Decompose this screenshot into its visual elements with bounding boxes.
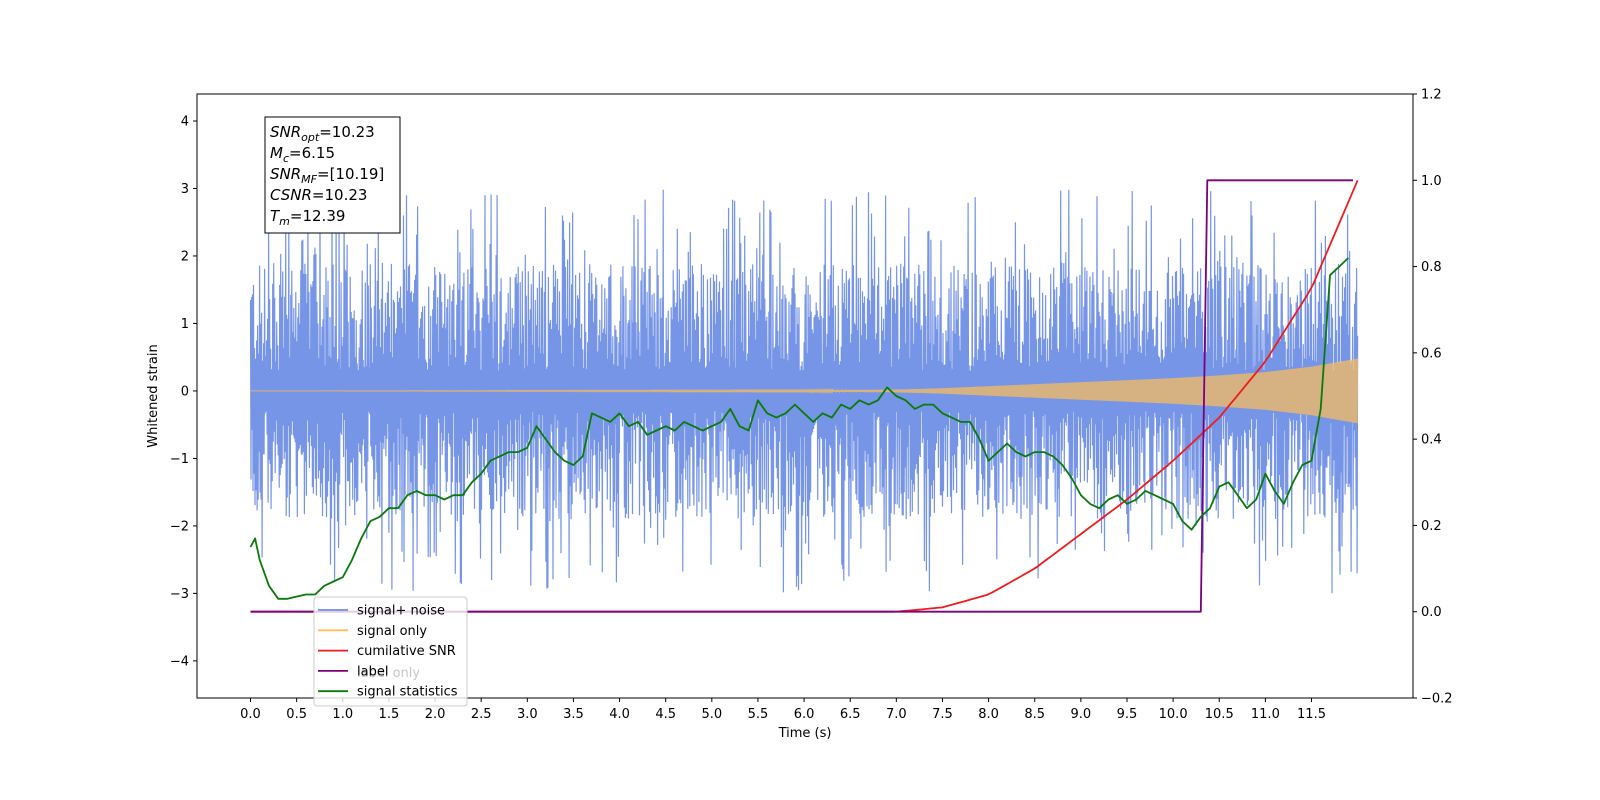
y-tick-label: 0 — [181, 384, 189, 399]
legend-label: label — [357, 664, 388, 679]
y2-tick-label: 1.0 — [1421, 174, 1442, 189]
series-signal-only — [250, 358, 1359, 424]
annotation-value: =10.23 — [319, 123, 375, 141]
annotation-frame — [264, 116, 401, 234]
annotation-line: SNRopt=10.23 — [270, 123, 375, 144]
annotation-value: =12.39 — [290, 207, 346, 225]
annotation-symbol: SNR — [270, 123, 301, 141]
x-tick-label: 8.5 — [1024, 707, 1045, 722]
x-tick-label: 6.5 — [840, 707, 861, 722]
y-tick-label: 4 — [181, 114, 189, 129]
x-tick-label: 5.0 — [701, 707, 722, 722]
legend-frame — [313, 596, 468, 707]
series-signal-statistics — [249, 257, 1350, 600]
annotation-subscript: m — [279, 215, 290, 228]
x-tick-label: 8.0 — [978, 707, 999, 722]
x-tick-label: 10.0 — [1159, 707, 1188, 722]
y-tick-label: −1 — [170, 452, 189, 467]
y-axis-left: −4 −3 −2 −1 0 1 2 3 4 — [170, 114, 197, 669]
plot-frame — [196, 93, 1414, 699]
plot-area — [249, 179, 1359, 613]
annotation-subscript: opt — [301, 131, 320, 144]
y2-tick-label: 0.6 — [1421, 346, 1442, 361]
annotation-subscript: MF — [301, 173, 317, 186]
annotation-symbol: SNR — [270, 165, 301, 183]
x-tick-label: 1.5 — [379, 707, 400, 722]
x-tick-label: 11.0 — [1251, 707, 1280, 722]
x-tick-label: 4.5 — [655, 707, 676, 722]
x-tick-label: 9.0 — [1071, 707, 1092, 722]
x-tick-label: 1.0 — [332, 707, 353, 722]
y2-tick-label: 0.0 — [1421, 605, 1442, 620]
y-tick-label: −4 — [170, 654, 189, 669]
legend-entries: signal+ noise signal only cumilative SNR la… — [318, 604, 458, 700]
x-tick-label: 2.0 — [425, 707, 446, 722]
x-tick-label: 7.0 — [886, 707, 907, 722]
y2-tick-label: 0.2 — [1421, 519, 1442, 534]
y2-tick-label: 1.2 — [1421, 88, 1442, 103]
legend-label: signal only — [357, 624, 427, 639]
x-tick-label: 3.0 — [517, 707, 538, 722]
annotation-line: Tm=12.39 — [270, 207, 345, 228]
annotation-value: =10.23 — [312, 186, 368, 204]
y2-tick-label: 0.4 — [1421, 433, 1442, 448]
x-tick-label: 2.5 — [471, 707, 492, 722]
y-tick-label: 2 — [181, 249, 189, 264]
legend-label: signal+ noise — [357, 604, 445, 619]
legend-label: cumilative SNR — [357, 644, 456, 659]
x-tick-label: 0.5 — [286, 707, 307, 722]
y-axis-right: −0.2 0.0 0.2 0.4 0.6 0.8 1.0 1.2 — [1413, 88, 1453, 707]
annotation-line: SNRMF=[10.19] — [270, 165, 384, 186]
x-axis: 0.0 0.5 1.0 1.5 2.0 2.5 3.0 3.5 4.0 4.5 5.0 5.5 6.0 6… — [240, 698, 1326, 722]
x-tick-label: 7.5 — [932, 707, 953, 722]
x-tick-label: 5.5 — [748, 707, 769, 722]
legend: label only signal+ noise signal only cumil… — [313, 596, 468, 707]
x-tick-label: 4.0 — [609, 707, 630, 722]
series-layer — [249, 179, 1359, 613]
annotation-box: SNRopt=10.23Mc=6.15SNRMF=[10.19]CSNR=10.… — [264, 116, 401, 234]
annotation-value: =[10.19] — [317, 165, 384, 183]
annotation-symbol: T — [270, 207, 281, 225]
annotation-line: Mc=6.15 — [270, 144, 335, 165]
y2-tick-label: −0.2 — [1421, 692, 1453, 707]
y2-tick-label: 0.8 — [1421, 260, 1442, 275]
legend-hidden-text: label only — [357, 666, 420, 681]
x-tick-label: 9.5 — [1117, 707, 1138, 722]
x-tick-label: 6.0 — [794, 707, 815, 722]
y-tick-label: 3 — [181, 182, 189, 197]
legend-label: signal statistics — [357, 685, 458, 700]
y-tick-label: 1 — [181, 317, 189, 332]
annotation-symbol: CSNR — [270, 186, 312, 204]
x-tick-label: 11.5 — [1297, 707, 1326, 722]
y-tick-label: −2 — [170, 519, 189, 534]
annotation-subscript: c — [283, 152, 289, 165]
x-tick-label: 3.5 — [563, 707, 584, 722]
x-axis-label: Time (s) — [778, 726, 832, 741]
annotation-value: =6.15 — [289, 144, 335, 162]
y-tick-label: −3 — [170, 587, 189, 602]
annotation-line: CSNR=10.23 — [270, 186, 367, 204]
series-label — [250, 179, 1353, 613]
y-axis-label: Whitened strain — [146, 344, 161, 447]
x-tick-label: 0.0 — [240, 707, 261, 722]
annotation-lines: SNRopt=10.23Mc=6.15SNRMF=[10.19]CSNR=10.… — [270, 123, 384, 228]
annotation-symbol: M — [270, 144, 283, 162]
x-tick-label: 10.5 — [1205, 707, 1234, 722]
